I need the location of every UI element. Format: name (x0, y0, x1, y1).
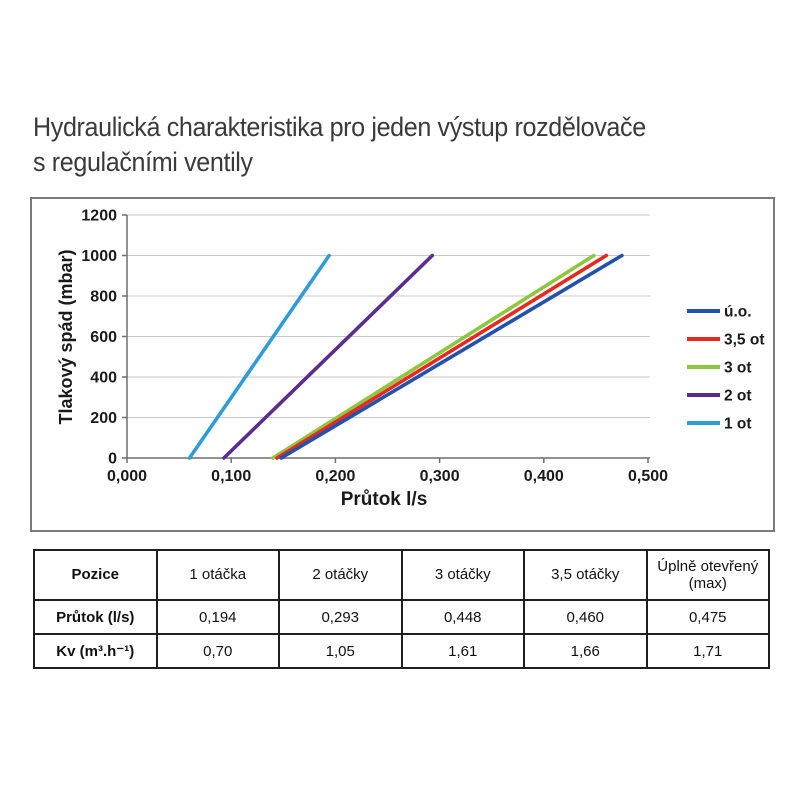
table-header-3ot: 3 otáčky (400, 549, 525, 601)
x-tick-label: 0,200 (315, 468, 355, 485)
y-tick-label: 1200 (81, 208, 117, 225)
y-axis-title: Tlakový spád (mbar) (56, 249, 76, 424)
table-cell: 1,61 (400, 633, 525, 669)
y-tick-label: 400 (90, 370, 117, 387)
table-row-label-prutok: Průtok (l/s) (33, 599, 158, 635)
table-header-1ot: 1 otáčka (155, 549, 280, 601)
table-header-row: Pozice 1 otáčka 2 otáčky 3 otáčky 3,5 ot… (33, 549, 770, 601)
x-axis-title: Průtok l/s (341, 489, 428, 510)
page-title-line2: s regulačními ventily (33, 147, 253, 177)
legend-label-3,5 ot: 3,5 ot (724, 332, 764, 349)
legend-label-1 ot: 1 ot (724, 416, 752, 433)
y-tick-label: 800 (90, 289, 117, 306)
table-header-max: Úplně otevřený (max) (645, 549, 770, 601)
chart-border (30, 197, 775, 532)
x-tick-label: 0,100 (211, 468, 251, 485)
series-line-ú.o. (279, 253, 624, 460)
chart-frame: 0,000 0,100 0,200 0,300 0,400 0,500 0 200 400 600… (30, 197, 775, 532)
table-cell: 0,475 (645, 599, 770, 635)
table-cell: 0,194 (155, 599, 280, 635)
y-tick-label: 1000 (81, 248, 117, 265)
legend-label-3 ot: 3 ot (724, 360, 752, 377)
table-row-prutok: Průtok (l/s) 0,194 0,293 0,448 0,460 0,4… (33, 599, 770, 635)
table-header-2ot: 2 otáčky (278, 549, 403, 601)
table-cell: 1,66 (523, 633, 648, 669)
series-line-3,5 ot (275, 253, 609, 460)
x-tick-label: 0,500 (628, 468, 668, 485)
table-cell: 0,293 (278, 599, 403, 635)
page-title: Hydraulická charakteristika pro jeden vý… (33, 110, 740, 180)
table-header-pozice: Pozice (33, 549, 158, 601)
table-row-kv: Kv (m³.h⁻¹) 0,70 1,05 1,61 1,66 1,71 (33, 633, 770, 669)
table-cell: 0,460 (523, 599, 648, 635)
y-tick-label: 0 (108, 451, 117, 468)
table-cell: 0,70 (155, 633, 280, 669)
table-cell: 1,71 (645, 633, 770, 669)
series-line-2 ot (222, 253, 435, 460)
table-cell: 1,05 (278, 633, 403, 669)
table-header-35ot: 3,5 otáčky (523, 549, 648, 601)
table-cell: 0,448 (400, 599, 525, 635)
x-tick-label: 0,300 (420, 468, 460, 485)
y-tick-label: 200 (90, 410, 117, 427)
flow-table: Pozice 1 otáčka 2 otáčky 3 otáčky 3,5 ot… (33, 549, 770, 669)
series-line-1 ot (187, 253, 331, 460)
x-tick-label: 0,400 (524, 468, 564, 485)
chart-canvas: 0,000 0,100 0,200 0,300 0,400 0,500 0 200 400 600… (30, 197, 775, 532)
table-row-label-kv: Kv (m³.h⁻¹) (33, 633, 158, 669)
page-title-line1: Hydraulická charakteristika pro jeden vý… (33, 112, 646, 142)
legend-label-ú.o.: ú.o. (724, 304, 752, 321)
legend-label-2 ot: 2 ot (724, 388, 752, 405)
x-tick-label: 0,000 (107, 468, 147, 485)
y-tick-label: 600 (90, 329, 117, 346)
series-line-3 ot (271, 253, 596, 460)
